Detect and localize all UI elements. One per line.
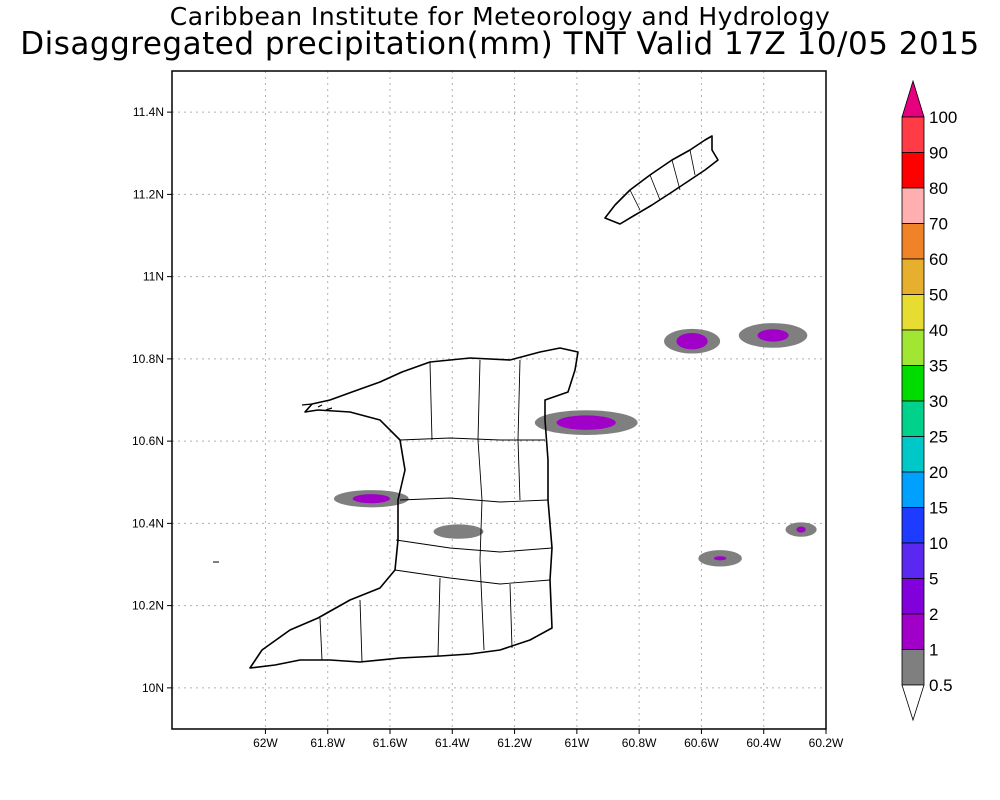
x-tick-label: 61.8W (310, 736, 345, 750)
x-tick-label: 61W (565, 736, 590, 750)
precip-area-2mm (556, 415, 616, 430)
y-tick-label: 10.6N (132, 434, 164, 448)
x-tick-label: 61.2W (497, 736, 532, 750)
colorbar-box (901, 223, 925, 260)
colorbar-arrow-bottom (901, 684, 925, 722)
colorbar-box (901, 294, 925, 331)
colorbar-box (901, 187, 925, 224)
x-tick-label: 60.4W (746, 736, 781, 750)
colorbar-box (901, 365, 925, 402)
colorbar-box (901, 471, 925, 508)
y-tick-label: 11N (143, 270, 164, 284)
chart-title-institute: Caribbean Institute for Meteorology and … (169, 2, 831, 31)
plot-frame (171, 70, 827, 730)
x-tick-label: 60.6W (684, 736, 719, 750)
y-tick-label: 11.2N (133, 187, 164, 201)
colorbar-label: 50 (929, 286, 948, 305)
colorbar-label: 5 (929, 570, 938, 589)
tobago-boundaries (629, 149, 696, 211)
y-tick-label: 10.2N (132, 599, 164, 613)
colorbar-label: 100 (929, 108, 957, 127)
colorbar-box (901, 400, 925, 437)
precipitation-layer (333, 323, 817, 567)
colorbar-label: 35 (929, 357, 948, 376)
colorbar-box (901, 152, 925, 189)
colorbar-label: 10 (929, 534, 948, 553)
y-tick-label: 10.4N (132, 516, 164, 530)
y-tick-label: 10N (142, 681, 164, 695)
colorbar-box (901, 116, 925, 153)
colorbar-box (901, 649, 925, 686)
x-tick-label: 61.6W (373, 736, 408, 750)
colorbar-box (901, 613, 925, 650)
precip-area-2mm (757, 329, 789, 342)
y-tick-label: 11.4N (133, 105, 164, 119)
x-tick-label: 61.4W (435, 736, 470, 750)
county-boundaries (319, 359, 553, 663)
precip-area-2mm (796, 526, 806, 533)
island-marks (301, 403, 333, 411)
map-axes: 62W 61.8W 61.6W 61.4W 61.2W 61W 60.8W 60.6W 60.4… (132, 105, 844, 750)
tobago-outline (604, 135, 719, 225)
colorbar-box (901, 542, 925, 579)
colorbar-label: 25 (929, 428, 948, 447)
colorbar-box (901, 329, 925, 366)
colorbar-label: 60 (929, 250, 948, 269)
grid-lines (172, 71, 827, 729)
precip-area-2mm (352, 494, 391, 504)
colorbar-label: 0.5 (929, 676, 953, 695)
precip-area-1mm (433, 524, 484, 539)
x-tick-label: 60.8W (622, 736, 657, 750)
x-tick-label: 60.2W (809, 736, 844, 750)
colorbar-label: 2 (929, 605, 938, 624)
colorbar-box (901, 258, 925, 295)
colorbar-label: 80 (929, 179, 948, 198)
colorbar-arrow-top (901, 79, 925, 118)
colorbar-label: 40 (929, 321, 948, 340)
colorbar-label: 15 (929, 499, 948, 518)
colorbar-box (901, 507, 925, 544)
colorbar-label: 70 (929, 215, 948, 234)
x-tick-label: 62W (253, 736, 278, 750)
precip-area-2mm (676, 332, 708, 350)
colorbar-label: 20 (929, 463, 948, 482)
y-tick-label: 10.8N (132, 352, 164, 366)
colorbar-label: 1 (929, 641, 938, 660)
trinidad-outline (249, 347, 579, 669)
colorbar-label: 30 (929, 392, 948, 411)
colorbar-box (901, 436, 925, 473)
colorbar-label: 90 (929, 144, 948, 163)
precip-area-2mm (713, 556, 727, 561)
colorbar-box (901, 578, 925, 615)
chart-title: Disaggregated precipitation(mm) TNT Vali… (20, 26, 980, 62)
